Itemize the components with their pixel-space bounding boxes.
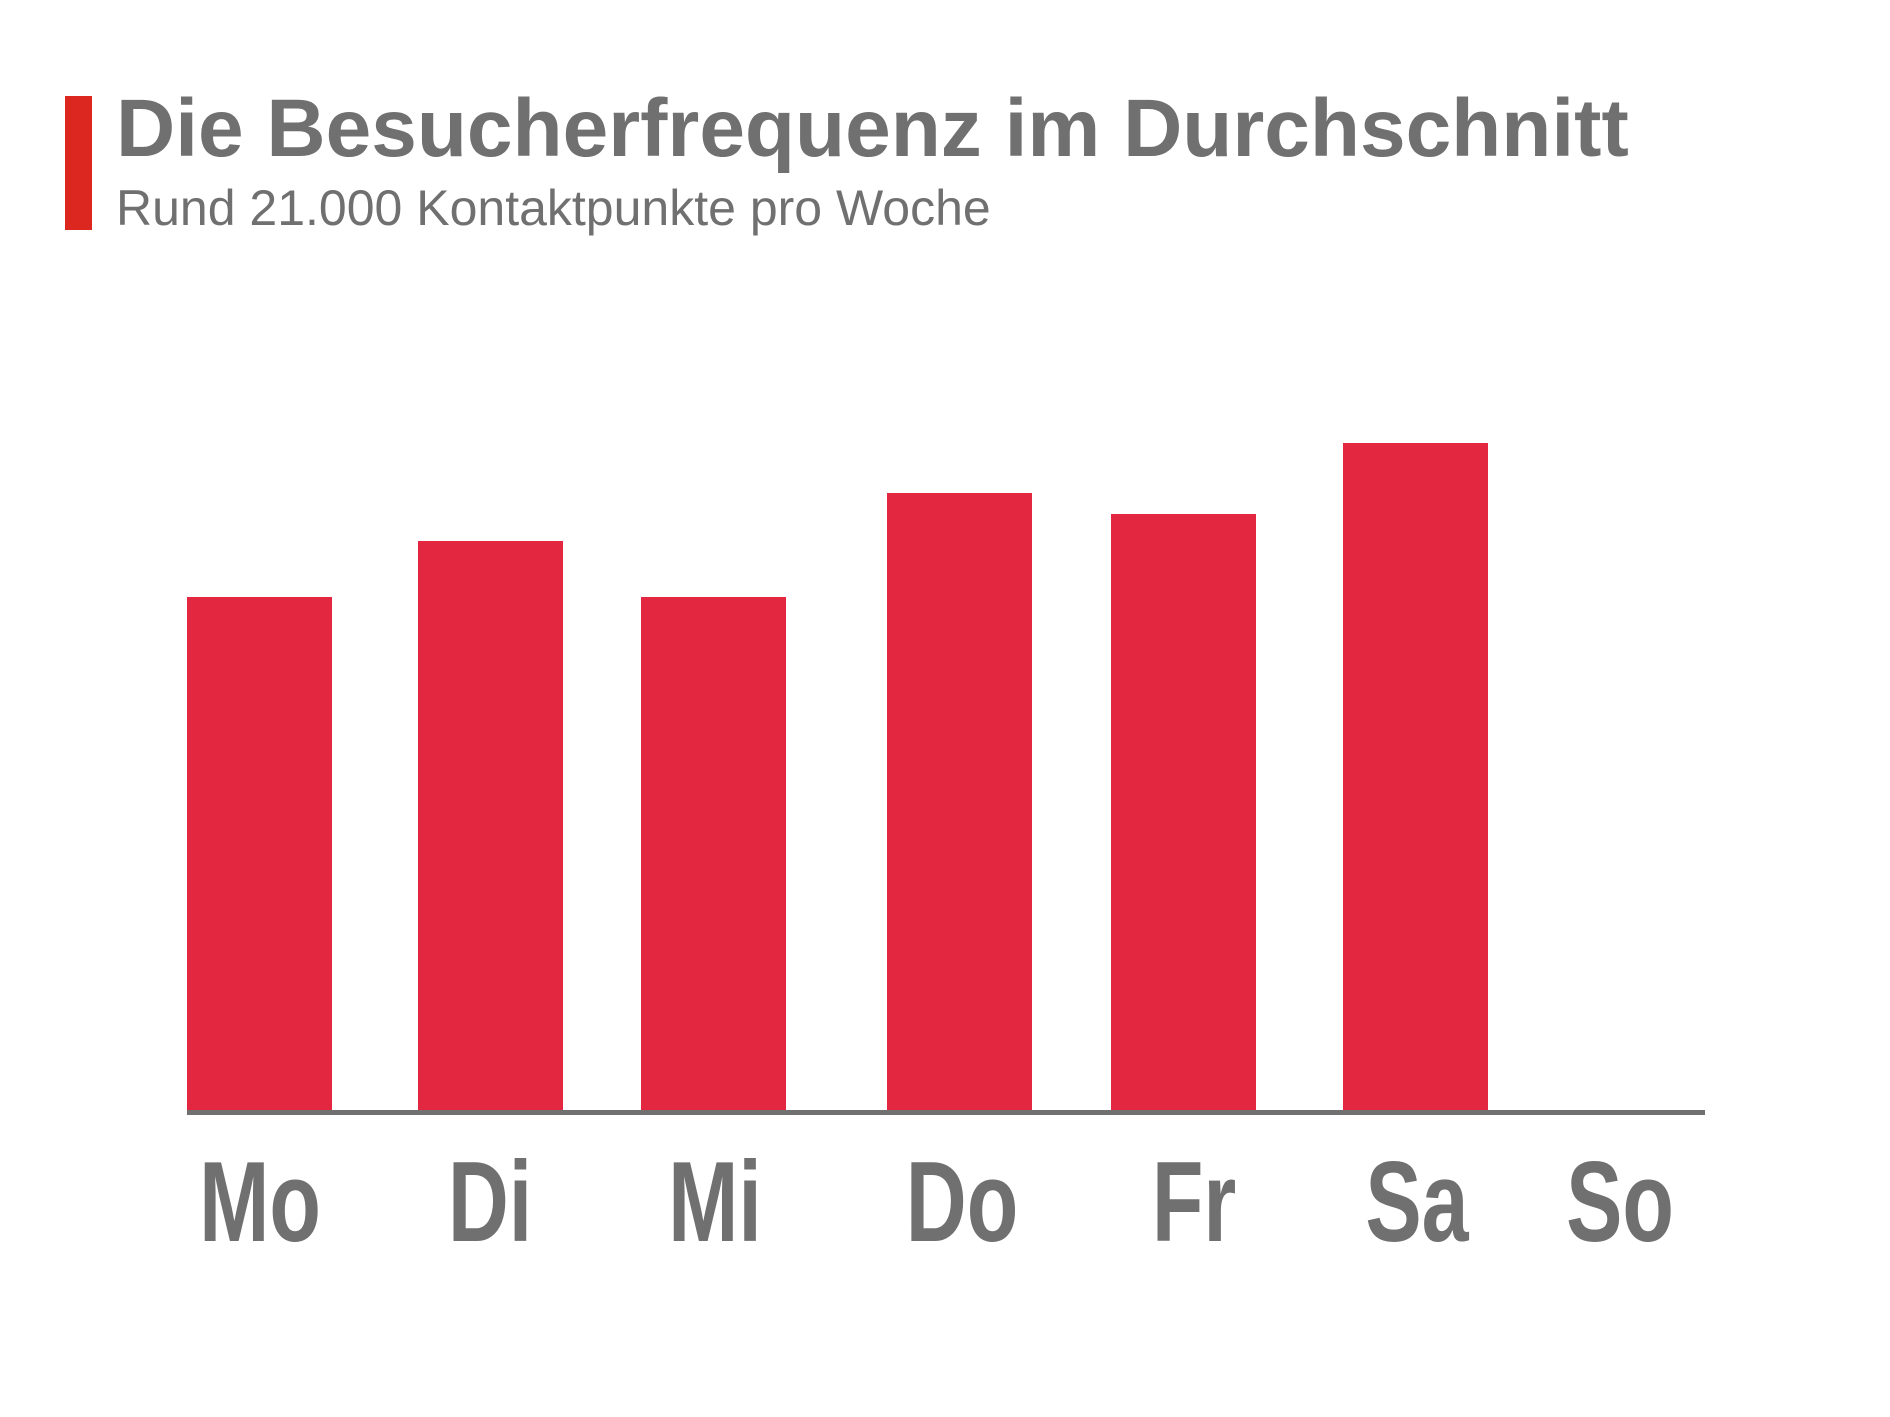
x-label-do: Do: [905, 1139, 1019, 1266]
x-label-fr: Fr: [1151, 1139, 1237, 1266]
title-accent-bar: [65, 96, 92, 230]
chart-subtitle: Rund 21.000 Kontaktpunkte pro Woche: [116, 180, 991, 236]
x-label-sa: Sa: [1365, 1139, 1469, 1266]
x-label-mo: Mo: [199, 1139, 321, 1266]
x-label-di: Di: [447, 1139, 533, 1266]
bar-mi: [641, 597, 786, 1110]
chart-title: Die Besucherfrequenz im Durchschnitt: [116, 83, 1629, 174]
bar-do: [887, 493, 1032, 1110]
bar-di: [418, 541, 563, 1110]
bar-sa: [1343, 443, 1488, 1110]
x-axis-line: [187, 1110, 1705, 1115]
x-label-mi: Mi: [668, 1139, 762, 1266]
bar-fr: [1111, 514, 1256, 1110]
bar-mo: [187, 597, 332, 1110]
x-label-so: So: [1566, 1139, 1674, 1266]
